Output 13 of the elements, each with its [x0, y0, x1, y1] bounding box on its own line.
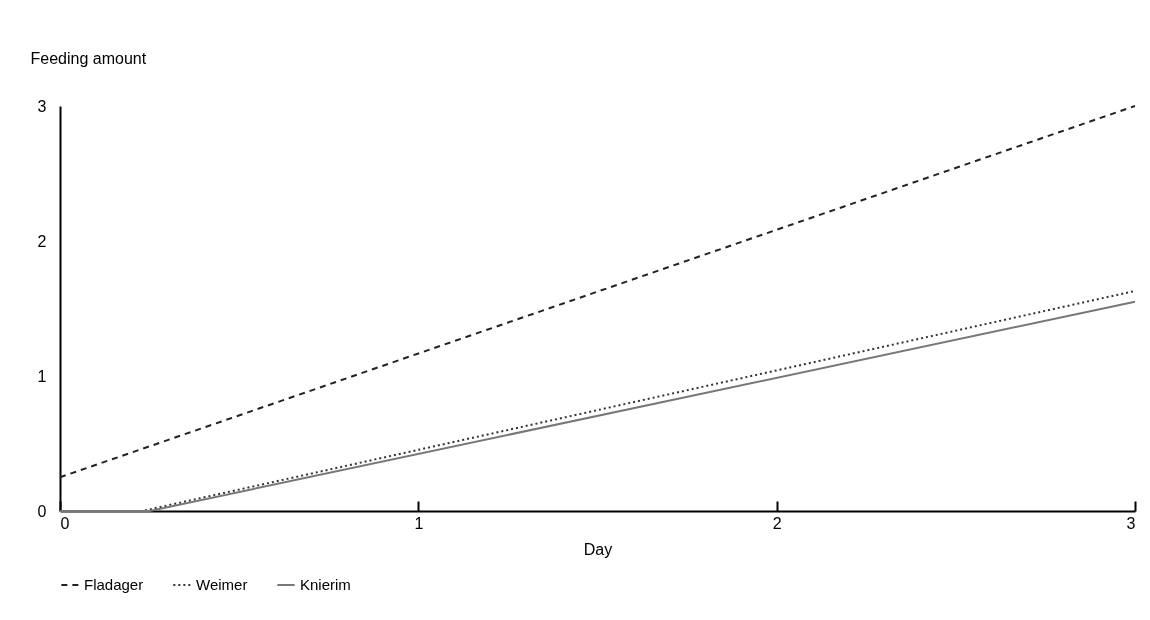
y-tick-label: 3 — [37, 97, 47, 115]
x-tick-label: 2 — [772, 514, 782, 532]
x-axis-title: Day — [583, 540, 613, 558]
y-axis-title: Feeding amount — [30, 49, 147, 67]
y-tick-label: 1 — [37, 367, 47, 385]
y-tick-label: 2 — [37, 232, 47, 250]
x-tick-label: 0 — [60, 514, 70, 532]
x-tick-label: 3 — [1126, 514, 1136, 532]
y-tick-label: 0 — [37, 502, 47, 520]
legend-label: Fladager — [84, 576, 144, 593]
legend-label: Weimer — [196, 576, 248, 593]
x-tick-label: 1 — [414, 514, 424, 532]
legend-label: Knierim — [300, 576, 351, 593]
